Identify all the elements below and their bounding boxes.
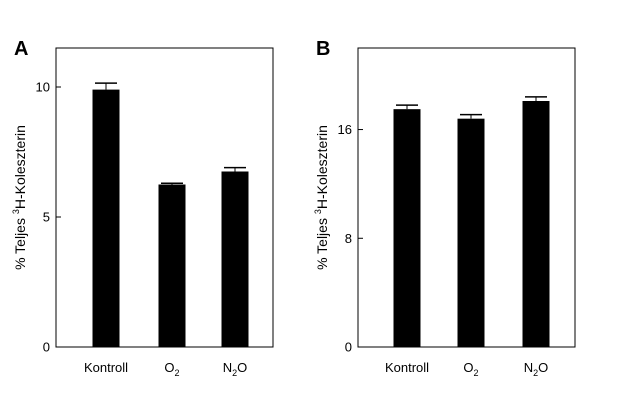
y-tick-label: 0	[345, 340, 352, 355]
chart-panel-a: A 0 5 10 % Teljes 3H-Koleszterin Kontroll O2 N2…	[11, 38, 274, 378]
y-tick-label: 10	[36, 80, 50, 95]
category-label: O2	[164, 360, 179, 378]
y-axis-label: % Teljes 3H-Koleszterin	[313, 125, 330, 270]
bar	[393, 109, 421, 347]
bar	[522, 101, 550, 347]
category-label: O2	[463, 360, 478, 378]
y-tick-label: 16	[338, 122, 352, 137]
panel-letter: A	[14, 38, 28, 60]
category-label: N2O	[524, 360, 549, 378]
panel-letter: B	[316, 38, 330, 60]
y-axis-label: % Teljes 3H-Koleszterin	[11, 125, 28, 270]
bar	[158, 184, 186, 347]
category-label: Kontroll	[84, 360, 128, 375]
bar	[221, 171, 249, 347]
y-tick-label: 0	[43, 340, 50, 355]
category-label: Kontroll	[385, 360, 429, 375]
chart-panel-b: B 0 8 16 % Teljes 3H-Koleszterin Kontroll O2 N2…	[313, 38, 576, 378]
bar	[457, 118, 485, 347]
y-tick-label: 8	[345, 231, 352, 246]
y-tick-label: 5	[43, 210, 50, 225]
category-label: N2O	[223, 360, 248, 378]
bar	[92, 89, 120, 347]
